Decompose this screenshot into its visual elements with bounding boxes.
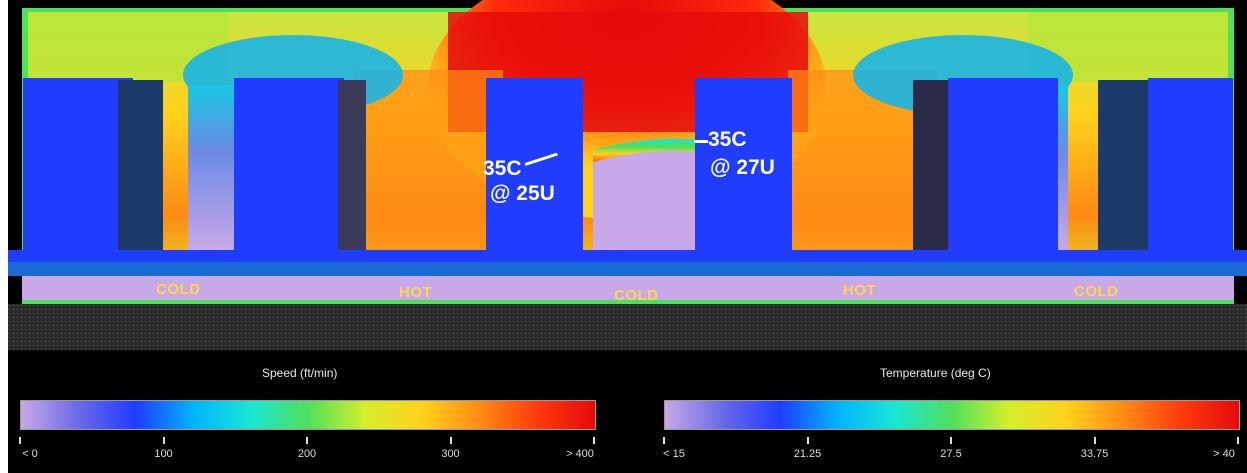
aisle-label-hot-left: HOT [399, 284, 433, 301]
speed-tick-mark [449, 437, 452, 444]
temperature-tick-label: < 15 [663, 448, 685, 460]
aisle-label-cold-right: COLD [1074, 283, 1119, 300]
speed-tick-mark [593, 437, 595, 444]
temperature-tick-label: 33.75 [1080, 448, 1109, 460]
temperature-scale-title: Temperature (deg C) [880, 366, 991, 380]
aisle-label-cold-left: COLD [156, 281, 201, 298]
airflow-simulation-view [8, 0, 1247, 350]
speed-scale-title: Speed (ft/min) [262, 366, 338, 380]
speed-color-bar [20, 400, 596, 430]
annotation-right-pointer [694, 140, 708, 143]
speed-tick-mark [162, 437, 165, 444]
annotation-left-height: @ 25U [490, 182, 555, 205]
cfd-image-frame: 35C @ 25U 35C @ 27U COLD HOT COLD HOT CO… [8, 0, 1247, 473]
speed-tick-label: 100 [154, 448, 173, 460]
temperature-color-bar [664, 400, 1240, 430]
temperature-tick-label: 21.25 [793, 448, 822, 460]
temperature-tick-mark [806, 437, 809, 444]
temperature-tick-mark [950, 437, 952, 444]
annotation-right-height: @ 27U [710, 156, 775, 179]
temperature-tick-mark [1237, 437, 1239, 444]
speed-tick-label: 200 [297, 448, 317, 460]
temperature-tick-label: 27.5 [940, 448, 962, 460]
annotation-left-temp: 35C [483, 157, 522, 180]
speed-tick-mark [306, 437, 308, 444]
speed-tick-label: 300 [441, 448, 460, 460]
speed-tick-label: > 400 [566, 448, 594, 460]
temperature-tick-label: > 40 [1213, 448, 1235, 460]
speed-tick-label: < 0 [22, 448, 38, 460]
temperature-tick-mark [663, 437, 665, 444]
speed-tick-mark [19, 437, 21, 444]
annotation-right-temp: 35C [708, 128, 747, 151]
aisle-label-hot-right: HOT [843, 282, 877, 299]
temperature-tick-mark [1093, 437, 1096, 444]
aisle-label-cold-center: COLD [614, 287, 659, 304]
